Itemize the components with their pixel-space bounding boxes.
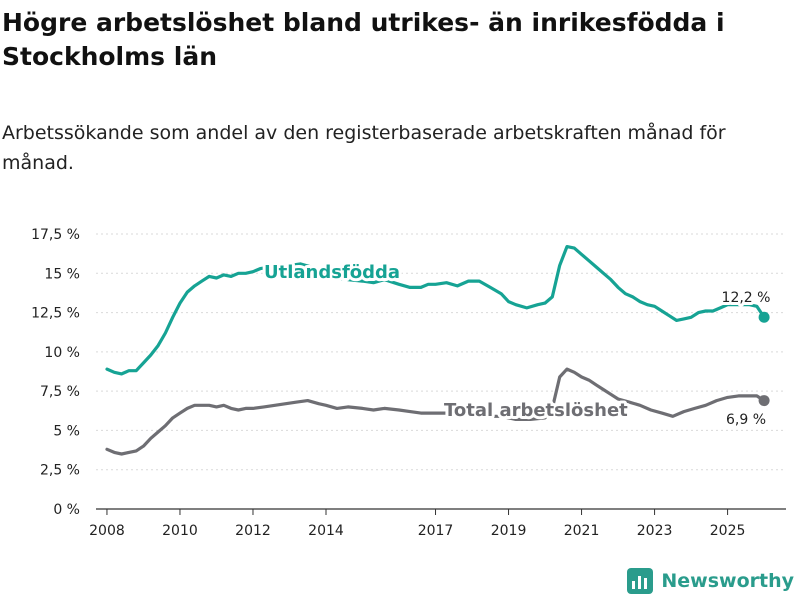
x-tick-label: 2014 [308,523,344,539]
series-label-total-text: Total arbetslöshet [444,400,628,421]
series-label-utlandsfodda-halo: Utlandsfödda [264,262,400,283]
y-tick-label: 7,5 % [40,384,80,400]
grid-layer [96,233,786,471]
series-line-total [105,367,766,456]
end-label-total: 6,9 %6,9 % [723,409,769,431]
y-tick-label: 17,5 % [31,227,80,243]
x-tick-label: 2023 [637,523,673,539]
series-label-total-halo: Total arbetslöshet [444,400,628,421]
end-point-total [758,395,770,407]
x-tick-label: 2010 [162,523,198,539]
end-label-total-halo: 6,9 % [726,412,766,428]
end-label-utlandsfodda-text: 12,2 % [722,290,771,306]
y-tick-label: 12,5 % [31,306,80,322]
end-label-total-text: 6,9 % [726,412,766,428]
series-label-utlandsfodda-text: Utlandsfödda [264,262,400,283]
series-line-utlandsfodda [105,245,766,376]
x-tick-label: 2012 [235,523,271,539]
x-tick-label: 2025 [710,523,746,539]
y-tick-label: 5 % [53,423,80,439]
y-tick-label: 0 % [53,502,80,518]
end-label-utlandsfodda: 12,2 %12,2 % [719,287,774,309]
x-tick-label: 2019 [491,523,527,539]
end-label-utlandsfodda-halo: 12,2 % [722,290,771,306]
x-tick-label: 2017 [418,523,454,539]
x-tick-label: 2021 [564,523,600,539]
axis-layer: 0 % 2,5 % 5 % 7,5 % 10 % 12,5 % 15 % 17,5 % 2008… [31,227,786,539]
series-layer [105,245,770,456]
y-tick-label: 2,5 % [40,463,80,479]
newsworthy-logo-icon [627,568,654,594]
brand-logo: Newsworthy [627,568,794,594]
end-point-utlandsfodda [758,311,770,323]
y-tick-label: 15 % [44,266,80,282]
chart-subtitle: Arbetssökande som andel av den registerb… [2,122,726,174]
x-tick-label: 2008 [89,523,125,539]
chart-title: Högre arbetslöshet bland utrikes- än inr… [2,8,725,71]
y-tick-label: 10 % [44,345,80,361]
brand-name: Newsworthy [661,570,794,592]
